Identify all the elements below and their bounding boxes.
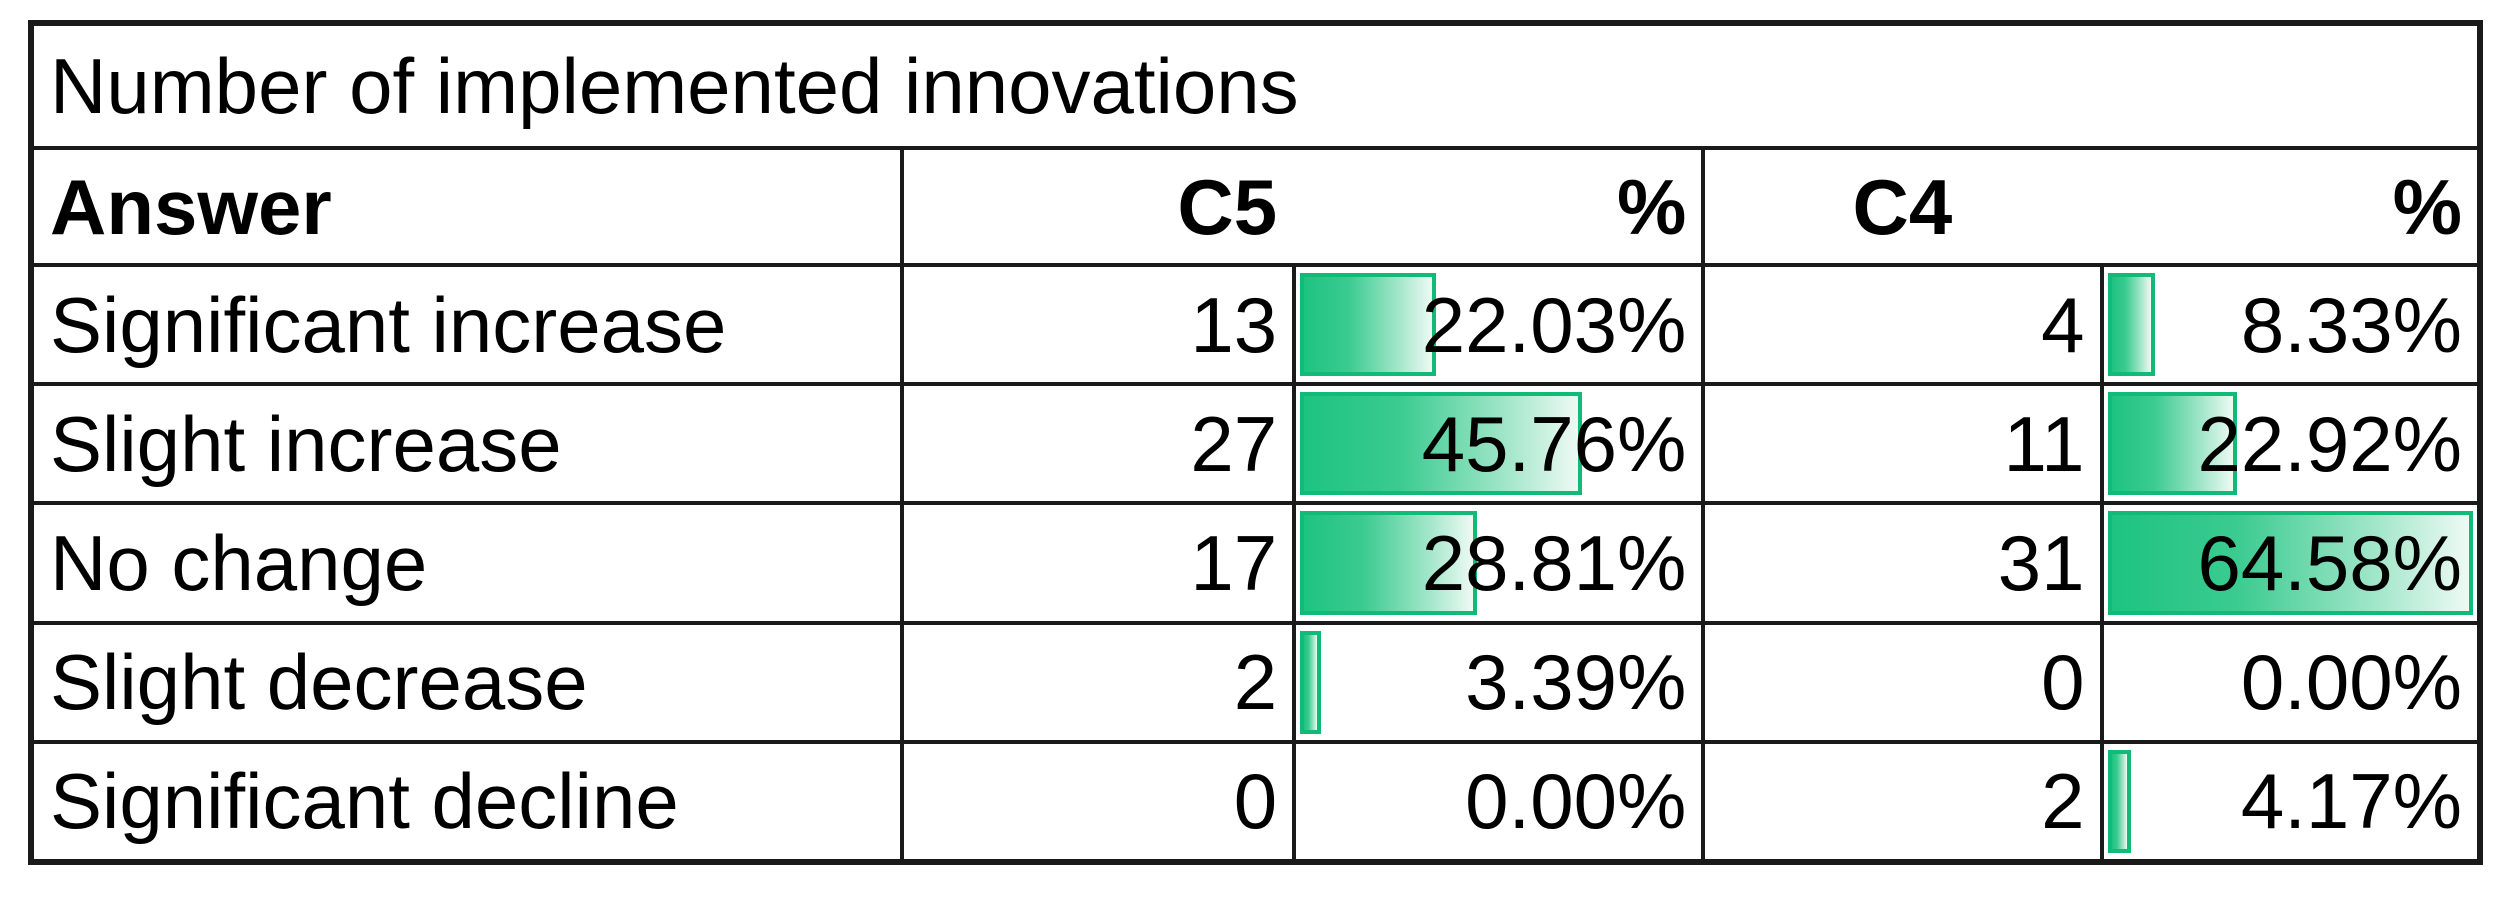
c4-count-cell: 2 [1701,743,2099,860]
c5-percent-label: 0.00% [1465,757,1687,846]
c4-data-bar [2107,392,2238,496]
table-body: Significant increase 13 22.03% 4 8.33% S… [34,263,2477,860]
c4-data-bar [2107,511,2473,615]
c5-percent-label: 3.39% [1465,638,1687,727]
c5-percent-label: 45.76% [1421,399,1687,488]
c4-percent-label: 64.58% [2197,519,2462,607]
c4-count-cell: 31 [1701,505,2099,621]
c5-count-cell: 2 [900,624,1292,740]
answer-cell: Slight decrease [50,638,588,727]
c5-count-cell: 27 [900,386,1292,502]
table-row: Slight increase 27 45.76% 11 22.92% [34,382,2477,502]
c5-count-cell: 0 [900,743,1292,860]
c4-count-cell: 0 [1701,624,2099,740]
table-row: Slight decrease 2 3.39% 0 0.00% [34,620,2477,740]
c5-percent-cell: 28.81% [1292,505,1701,621]
c5-percent-label: 28.81% [1421,519,1687,607]
table-row: Significant decline 0 0.00% 2 4.17% [34,739,2477,860]
c4-data-bar [2107,273,2155,377]
c4-count-cell: 11 [1701,386,2099,502]
answer-cell: Significant decline [50,757,679,846]
c5-percent-cell: 22.03% [1292,267,1701,383]
c4-percent-label: 8.33% [2240,280,2462,369]
answer-cell: Slight increase [50,399,562,488]
table-title: Number of implemented innovations [50,42,1299,130]
c4-data-bar [2107,749,2132,854]
c5-count-cell: 17 [900,505,1292,621]
c5-percent-cell: 0.00% [1292,743,1701,860]
c5-data-bar [1300,273,1436,377]
c5-count-cell: 13 [900,267,1292,383]
innovations-table: Number of implemented innovations Answer… [28,20,2483,865]
table-header-row: Answer C5 % C4 % [34,146,2477,263]
header-c4-percent: % [2392,162,2462,251]
c4-count-cell: 4 [1701,267,2099,383]
answer-cell: Significant increase [50,280,727,369]
c4-percent-cell: 0.00% [2099,624,2477,740]
c4-percent-label: 22.92% [2197,399,2462,488]
c4-percent-cell: 8.33% [2099,267,2477,383]
header-c5-percent: % [1616,162,1687,251]
table-row: Significant increase 13 22.03% 4 8.33% [34,263,2477,383]
c5-data-bar [1300,630,1321,734]
table-row: No change 17 28.81% 31 64.58% [34,501,2477,621]
c4-percent-cell: 22.92% [2099,386,2477,502]
header-c4: C4 [1701,150,2099,263]
c5-percent-cell: 45.76% [1292,386,1701,502]
answer-cell: No change [50,519,428,607]
c5-data-bar [1300,392,1582,496]
c4-percent-cell: 64.58% [2099,505,2477,621]
c5-percent-label: 22.03% [1421,280,1687,369]
header-c5: C5 [900,150,1292,263]
c4-percent-label: 4.17% [2240,757,2462,846]
c5-percent-cell: 3.39% [1292,624,1701,740]
c5-data-bar [1300,511,1478,615]
header-answer: Answer [50,162,332,251]
table-title-row: Number of implemented innovations [34,26,2477,146]
c4-percent-label: 0.00% [2240,638,2462,727]
c4-percent-cell: 4.17% [2099,743,2477,860]
